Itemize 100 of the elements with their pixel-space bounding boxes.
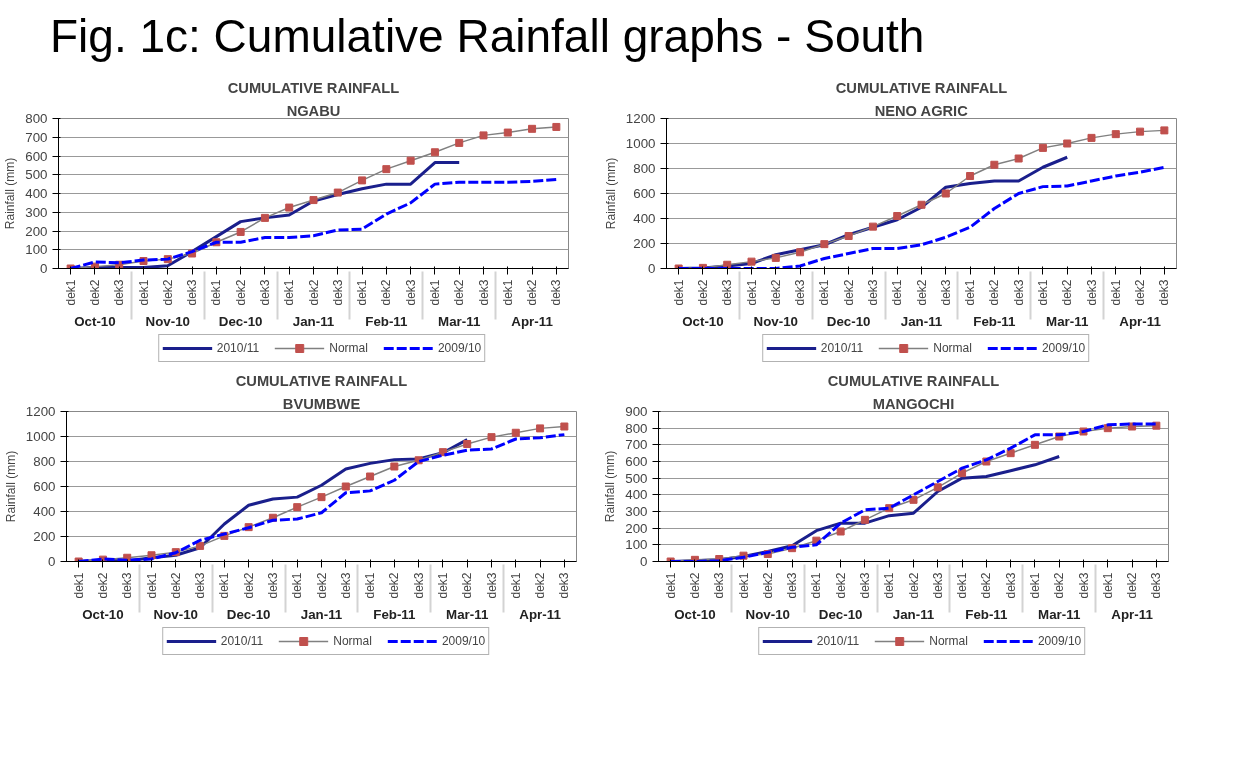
point bbox=[990, 160, 999, 169]
text: Mar-11 bbox=[1038, 606, 1081, 622]
y-tick-label: 800 bbox=[633, 161, 656, 176]
text: Dec-10 bbox=[818, 606, 863, 622]
legend-label: 2010/11 bbox=[820, 341, 864, 355]
text: Oct-10 bbox=[82, 606, 124, 622]
point bbox=[1030, 440, 1039, 449]
x-tick-label: dek2 bbox=[1125, 572, 1140, 599]
x-tick-label: dek2 bbox=[1060, 279, 1075, 306]
x-tick-label: dek2 bbox=[525, 279, 540, 306]
x-tick-label: dek1 bbox=[435, 572, 450, 599]
text: Nov-10 bbox=[153, 606, 199, 622]
y-tick-label: 400 bbox=[625, 487, 648, 503]
x-tick-label: dek3 bbox=[865, 279, 880, 306]
text: Nov-10 bbox=[745, 606, 791, 622]
point bbox=[536, 424, 545, 433]
x-tick-label: dek3 bbox=[549, 279, 564, 306]
point bbox=[1038, 143, 1047, 152]
x-tick-label: dek1 bbox=[1035, 279, 1050, 306]
point bbox=[358, 176, 367, 185]
y-tick-label: 500 bbox=[25, 167, 48, 183]
x-tick-label: dek3 bbox=[1149, 572, 1164, 599]
x-tick-label: dek3 bbox=[1003, 572, 1018, 599]
x-tick-label: dek3 bbox=[484, 572, 499, 599]
text: Feb-11 bbox=[373, 606, 417, 622]
x-tick-label: dek1 bbox=[427, 279, 442, 306]
chart-title: CUMULATIVE RAINFALL bbox=[835, 79, 1008, 96]
text: Jan-11 bbox=[300, 606, 343, 622]
x-tick-label: dek1 bbox=[963, 279, 978, 306]
legend-label: 2010/11 bbox=[220, 634, 264, 648]
legend-label: 2009/10 bbox=[437, 341, 482, 355]
point bbox=[479, 131, 488, 140]
point bbox=[1111, 130, 1120, 139]
chart-subtitle: NGABU bbox=[286, 102, 341, 119]
point bbox=[528, 124, 537, 133]
x-tick-label: dek1 bbox=[508, 572, 523, 599]
text: Mar-11 bbox=[1046, 313, 1089, 329]
y-tick-label: 600 bbox=[633, 186, 656, 201]
point bbox=[333, 188, 342, 197]
x-tick-label: dek3 bbox=[930, 572, 945, 599]
x-tick-label: dek2 bbox=[314, 572, 329, 599]
x-tick-label: dek3 bbox=[1084, 279, 1099, 306]
x-tick-label: dek1 bbox=[71, 572, 86, 599]
x-tick-label: dek3 bbox=[857, 572, 872, 599]
caption: Fig. 1c: Cumulative Rainfall graphs - South bbox=[50, 9, 925, 64]
text: Apr-11 bbox=[519, 606, 562, 622]
x-tick-label: dek2 bbox=[841, 279, 856, 306]
point bbox=[293, 503, 302, 512]
y-tick-label: 600 bbox=[25, 148, 48, 164]
point bbox=[503, 128, 512, 137]
x-tick-label: dek1 bbox=[882, 572, 897, 599]
x-tick-label: dek1 bbox=[1100, 572, 1115, 599]
point bbox=[868, 222, 877, 231]
point bbox=[196, 541, 205, 550]
legend-label: 2009/10 bbox=[441, 634, 486, 648]
y-tick-label: 700 bbox=[625, 437, 648, 453]
chart-subtitle: MANGOCHI bbox=[872, 395, 955, 412]
point bbox=[463, 440, 472, 448]
text: Dec-10 bbox=[226, 606, 271, 622]
x-tick-label: dek1 bbox=[1027, 572, 1042, 599]
chart-subtitle: NENO AGRIC bbox=[874, 102, 969, 119]
point bbox=[771, 253, 780, 262]
y-tick-label: 100 bbox=[25, 242, 48, 258]
y-axis-title: Rainfall (mm) bbox=[603, 157, 618, 230]
text: Nov-10 bbox=[753, 313, 799, 329]
x-tick-label: dek2 bbox=[906, 572, 921, 599]
text: Dec-10 bbox=[826, 313, 871, 329]
y-axis-title: Rainfall (mm) bbox=[3, 450, 18, 523]
x-tick-label: dek1 bbox=[1108, 279, 1123, 306]
point bbox=[941, 189, 950, 198]
x-tick-label: dek3 bbox=[793, 279, 808, 306]
y-tick-label: 800 bbox=[625, 420, 648, 436]
x-tick-label: dek1 bbox=[136, 279, 151, 306]
point bbox=[366, 472, 375, 481]
x-tick-label: dek2 bbox=[987, 279, 1002, 306]
x-tick-label: dek1 bbox=[744, 279, 759, 306]
x-tick-label: dek2 bbox=[306, 279, 321, 306]
legend-label: Normal bbox=[933, 341, 972, 355]
text: Oct-10 bbox=[74, 313, 116, 329]
y-tick-label: 800 bbox=[33, 454, 56, 469]
x-tick-label: dek3 bbox=[557, 572, 572, 599]
text: Apr-11 bbox=[1119, 313, 1162, 329]
y-tick-label: 200 bbox=[633, 236, 656, 251]
y-tick-label: 700 bbox=[25, 129, 48, 145]
point bbox=[309, 196, 318, 205]
x-tick-label: dek2 bbox=[87, 279, 102, 306]
x-tick-label: dek2 bbox=[979, 572, 994, 599]
point bbox=[1160, 126, 1169, 135]
point bbox=[933, 483, 942, 492]
y-tick-label: 1200 bbox=[625, 111, 656, 126]
x-tick-label: dek1 bbox=[355, 279, 370, 306]
x-tick-label: dek3 bbox=[120, 572, 135, 599]
y-tick-label: 600 bbox=[625, 454, 648, 469]
text: Feb-11 bbox=[365, 313, 409, 329]
x-tick-label: dek3 bbox=[720, 279, 735, 306]
point bbox=[406, 156, 415, 165]
x-tick-label: dek1 bbox=[144, 572, 159, 599]
x-tick-label: dek2 bbox=[768, 279, 783, 306]
x-tick-label: dek3 bbox=[330, 279, 345, 306]
x-tick-label: dek1 bbox=[282, 279, 297, 306]
